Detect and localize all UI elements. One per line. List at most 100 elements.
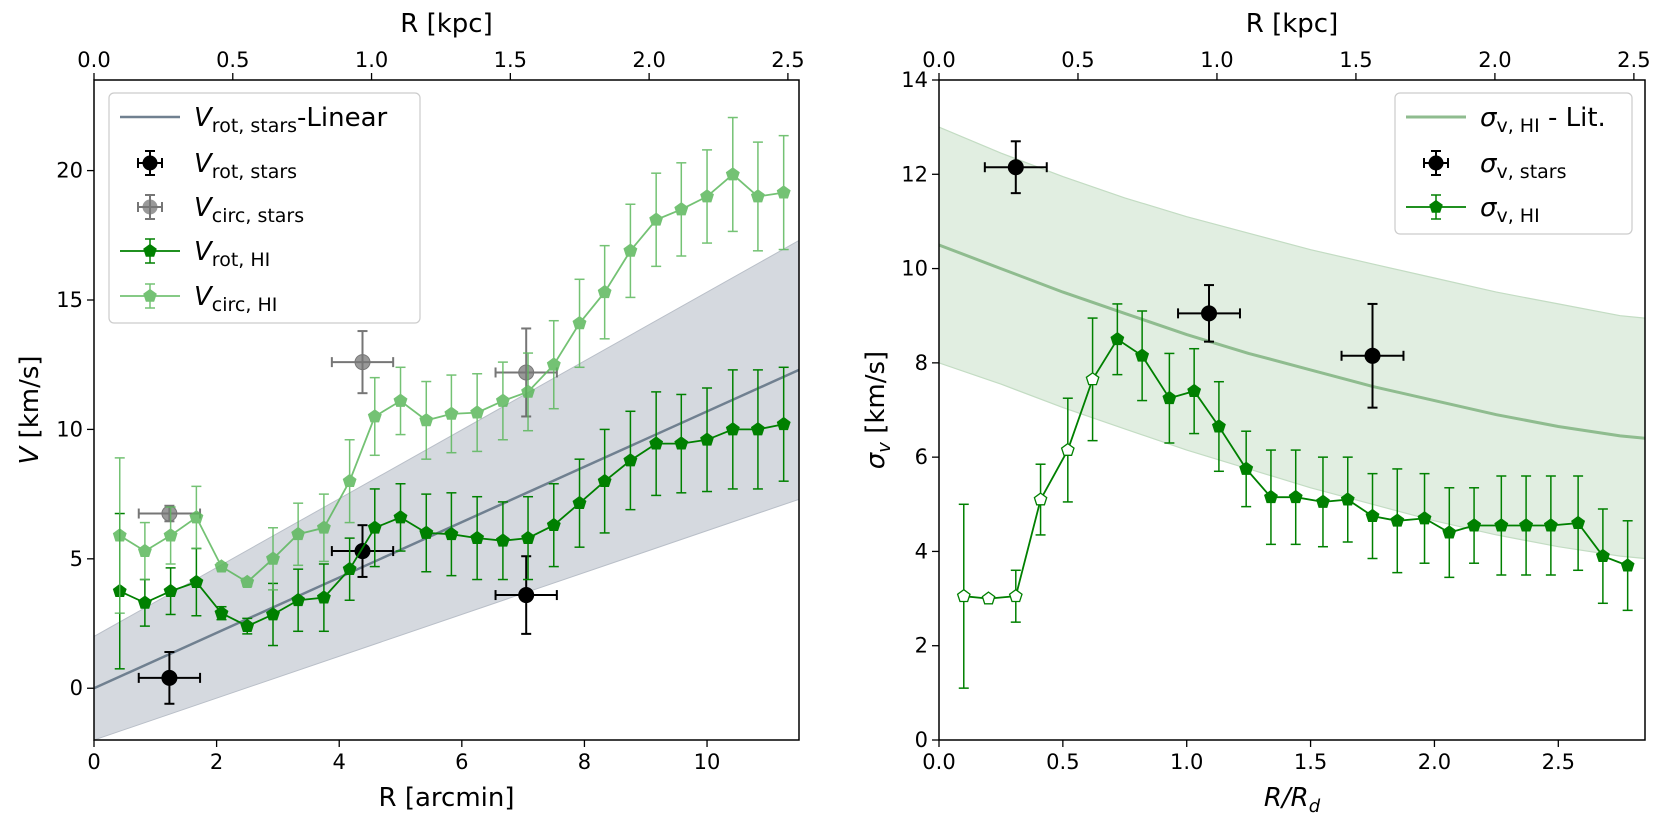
y-tick-label: 6	[915, 445, 928, 469]
legend-label: σv, HI - Lit.	[1480, 103, 1606, 137]
top-x-tick-label: 0.5	[1061, 48, 1094, 72]
y-axis-label: V [km/s]	[15, 355, 45, 464]
series--v-hi-lit--band-upper	[939, 126, 1645, 319]
series-v-rot-hi-point	[750, 422, 765, 436]
y-tick-label: 0	[70, 676, 83, 700]
series-v-rot-hi-point	[214, 605, 229, 620]
y-tick-label: 20	[56, 159, 83, 183]
series--v-hi-point	[1162, 390, 1177, 405]
series-v-circ-hi-point	[546, 357, 561, 371]
series--v-hi-point	[1340, 492, 1355, 506]
series--v-hi-point	[1390, 513, 1405, 527]
x-tick-label: 4	[333, 750, 346, 774]
legend-icon-point	[143, 288, 157, 302]
series-v-circ-hi-point	[725, 167, 740, 181]
series-v-rot-hi-point	[291, 592, 306, 607]
x-tick-label: 1.0	[1170, 750, 1203, 774]
series--v-hi-point	[1288, 489, 1303, 504]
x-tick-label: 8	[578, 750, 591, 774]
series-v-circ-hi-point	[419, 413, 434, 427]
series-v-circ-hi-point	[189, 510, 204, 524]
legend-box	[1394, 92, 1633, 235]
series-v-circ-hi-point	[214, 559, 229, 573]
series--v-hi-point	[1085, 372, 1100, 386]
series--v-hi-point	[1135, 348, 1150, 362]
series-v-circ-hi-point	[674, 202, 689, 216]
legend-label: Vcirc, stars	[194, 193, 304, 227]
series--v-hi	[956, 303, 1635, 689]
series-v-circ-hi	[112, 116, 791, 614]
y-tick-label: 10	[56, 417, 83, 441]
series--v-hi-point	[1365, 508, 1380, 522]
series-v-rot-hi-point	[393, 510, 408, 524]
series-v-rot-hi-point	[725, 422, 740, 436]
series--v-hi-point	[1494, 518, 1509, 532]
series-v-circ-hi-point	[266, 551, 280, 565]
series-v-circ-hi-point	[137, 543, 152, 557]
top-x-tick-label: 0.5	[216, 48, 249, 72]
legend-entry: Vrot, stars-Linear	[120, 103, 388, 137]
series-v-rot-hi-point	[776, 416, 791, 431]
series-v-rot-hi-point	[419, 525, 434, 539]
top-x-axis-label: R [kpc]	[400, 9, 492, 39]
series-v-circ-hi-point	[521, 384, 535, 398]
series--v-hi-point	[1033, 492, 1048, 506]
series-v-rot-hi-point	[342, 561, 357, 576]
series--v-hi-point	[1543, 518, 1558, 532]
series-v-circ-hi-point	[597, 284, 612, 299]
x-tick-label: 2	[210, 750, 223, 774]
series-v-circ-hi-point	[240, 574, 255, 589]
top-x-axis-label: R [kpc]	[1246, 9, 1338, 39]
x-tick-label: 6	[455, 750, 468, 774]
series-v-circ-hi-point	[112, 528, 127, 542]
series--v-stars-point	[1201, 305, 1218, 322]
series-v-rot-hi-point	[572, 495, 587, 510]
series--v-hi-point	[1571, 515, 1586, 530]
legend-errorbar-icon	[137, 150, 163, 176]
x-tick-label: 0.0	[922, 750, 955, 774]
legend-entry: σv, HI - Lit.	[1406, 103, 1606, 137]
legend: Vrot, stars-Linear Vrot, stars Vcirc, star…	[108, 92, 421, 324]
legend-label: Vrot, stars-Linear	[194, 103, 388, 137]
series--v-hi-point	[1442, 525, 1457, 539]
legend-entry: σv, HI	[1406, 193, 1540, 227]
legend-label: Vcirc, HI	[194, 282, 277, 316]
series-v-circ-hi-point	[163, 528, 178, 542]
top-x-tick-label: 2.5	[1617, 48, 1650, 72]
x-tick-label: 1.5	[1294, 750, 1327, 774]
series--v-hi-point	[956, 588, 971, 603]
series-v-rot-hi-point	[546, 517, 561, 532]
series-v-rot-hi-point	[649, 436, 664, 450]
legend-icon-point	[142, 199, 158, 215]
top-x-tick-label: 2.0	[632, 48, 665, 72]
legend-entry: Vrot, HI	[120, 237, 270, 271]
series-v-rot-hi	[112, 366, 791, 670]
series-v-circ-hi-point	[291, 526, 306, 541]
x-tick-label: 2.5	[1542, 750, 1575, 774]
series-v-rot-hi-point	[674, 436, 689, 450]
legend-box	[108, 92, 421, 324]
series--v-stars	[983, 140, 1405, 409]
legend-label: σv, stars	[1480, 149, 1567, 183]
series-v-rot-hi-point	[444, 526, 459, 541]
series-v-circ-hi-point	[367, 409, 382, 423]
series-v-circ-stars-point	[518, 364, 535, 381]
series-v-rot-hi-point	[470, 530, 485, 545]
series-v-circ-hi-point	[470, 405, 485, 419]
legend-icon-point	[143, 243, 157, 257]
series--v-hi-lit--band-lower	[939, 362, 1645, 560]
series-v-circ-hi-point	[342, 473, 357, 488]
series--v-hi-point	[1060, 442, 1075, 456]
legend-marker-icon	[1406, 194, 1466, 220]
series-v-circ-hi-point	[623, 243, 638, 257]
series-v-rot-hi-point	[495, 533, 510, 547]
series-v-circ-hi-point	[572, 315, 587, 330]
x-axis-label: R [arcmin]	[379, 783, 515, 813]
legend-entry: σv, stars	[1423, 149, 1567, 183]
series--v-hi-point	[1187, 383, 1202, 398]
top-x-tick-label: 2.5	[771, 48, 804, 72]
legend-entry: Vcirc, HI	[120, 282, 277, 316]
y-tick-label: 15	[56, 288, 83, 312]
panel-left-velocity: 0 2 4 6 8 10 0 5 10 15 20 0.0 0.5 1.0 1.5 2.0 2.5 R [kpc]…	[15, 9, 805, 813]
